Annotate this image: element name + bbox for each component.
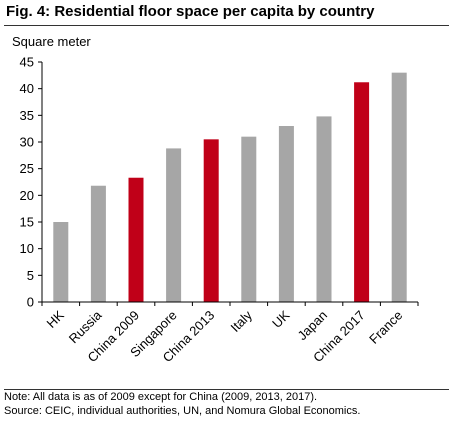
footer-rule xyxy=(4,389,449,390)
bar xyxy=(90,185,106,302)
y-tick-label: 45 xyxy=(20,55,34,70)
y-axis-label: Square meter xyxy=(12,34,91,49)
chart-note: Note: All data is as of 2009 except for … xyxy=(4,391,318,403)
x-tick-label: HK xyxy=(44,307,68,331)
bar xyxy=(278,126,294,302)
y-tick-label: 15 xyxy=(20,215,34,230)
bar xyxy=(316,116,332,303)
bar xyxy=(241,136,257,302)
bar xyxy=(128,177,144,302)
chart-source: Source: CEIC, individual authorities, UN… xyxy=(4,405,361,417)
y-tick-label: 0 xyxy=(27,295,34,310)
bar xyxy=(391,72,407,303)
bars xyxy=(53,72,407,303)
bar xyxy=(166,148,182,302)
bar xyxy=(354,82,370,303)
bar xyxy=(203,139,219,302)
y-tick-label: 20 xyxy=(20,188,34,203)
x-tick-label: Japan xyxy=(294,308,330,344)
y-tick-label: 10 xyxy=(20,241,34,256)
y-tick-label: 30 xyxy=(20,135,34,150)
x-tick-label: UK xyxy=(269,307,293,331)
x-tick-label: France xyxy=(366,308,405,347)
y-tick-label: 5 xyxy=(27,268,34,283)
bar-chart: Square meter 0 5 10 15 20 25 30 35 40 45 HKRussia… xyxy=(12,34,419,365)
title-rule xyxy=(4,25,449,26)
y-tick-label: 40 xyxy=(20,81,34,96)
bar xyxy=(53,222,69,302)
x-tick-label: Italy xyxy=(227,307,255,335)
y-axis: 0 5 10 15 20 25 30 35 40 45 xyxy=(20,55,43,310)
y-tick-label: 35 xyxy=(20,108,34,123)
chart-title: Fig. 4: Residential floor space per capi… xyxy=(6,3,375,20)
y-tick-label: 25 xyxy=(20,161,34,176)
